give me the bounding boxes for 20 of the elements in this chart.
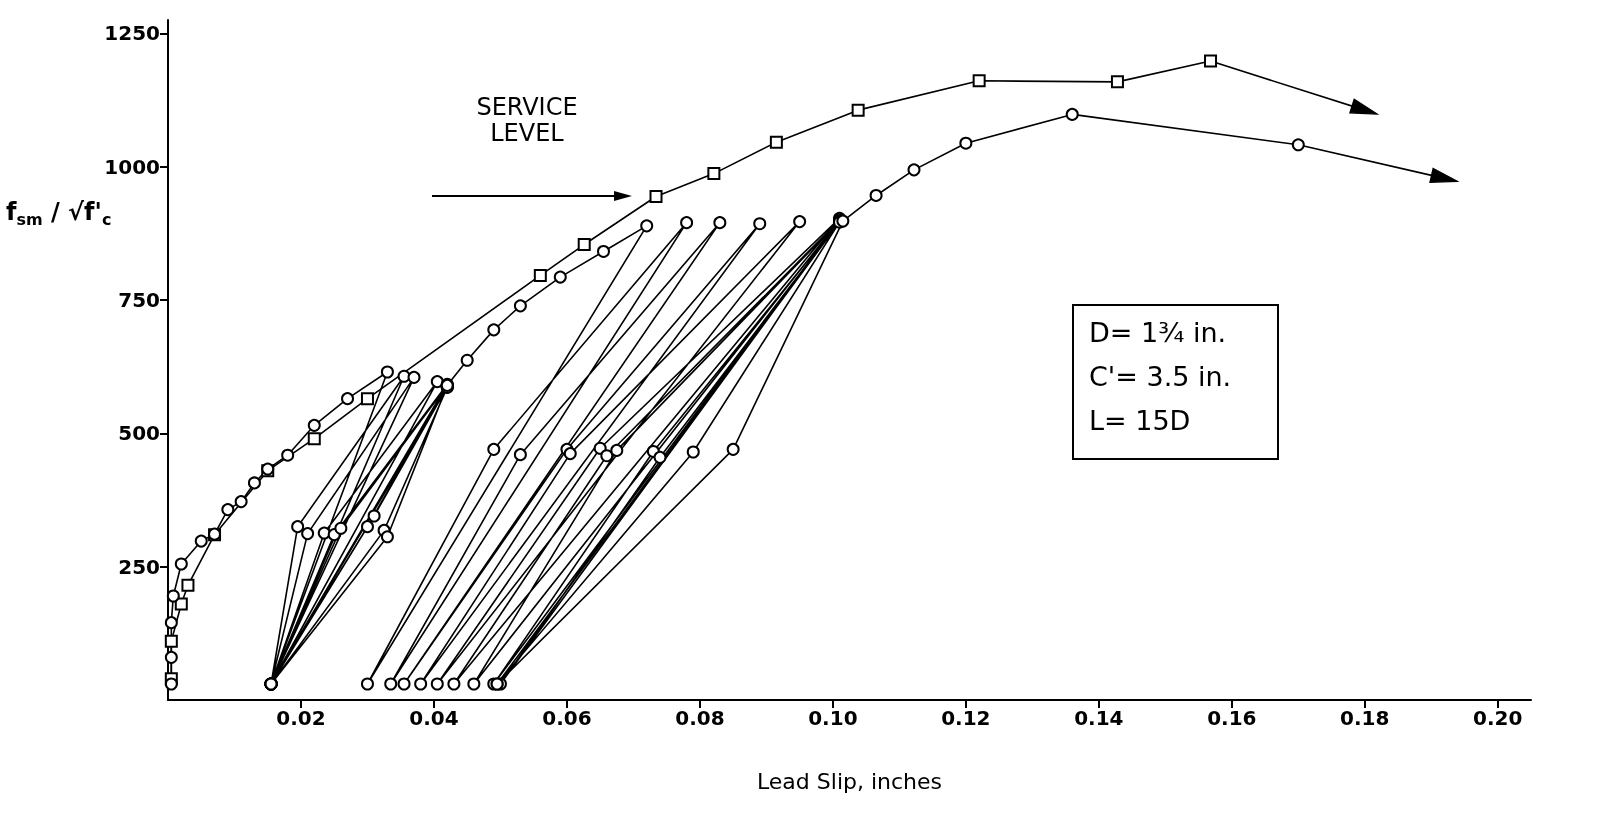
annotation: D= 1¾ in.	[1089, 317, 1227, 348]
y-tick-label: 500	[118, 421, 160, 446]
x-tick-label: 0.04	[409, 706, 459, 730]
y-tick-label: 750	[118, 288, 160, 312]
x-tick-label: 0.18	[1340, 706, 1390, 730]
x-tick-label: 0.02	[276, 706, 326, 730]
annotation: L= 15D	[1089, 405, 1191, 436]
y-tick-label: 1000	[104, 154, 160, 179]
annotation: SERVICE LEVEL	[476, 93, 578, 147]
x-tick-label: 0.06	[542, 706, 592, 730]
annotation: C'= 3.5 in.	[1089, 361, 1232, 392]
y-tick-label: 250	[118, 554, 160, 579]
x-tick-label: 0.14	[1074, 706, 1124, 730]
x-tick-label: 0.16	[1207, 706, 1257, 730]
x-tick-label: 0.10	[808, 706, 858, 730]
x-axis-title: Lead Slip, inches	[756, 768, 943, 794]
x-tick-label: 0.20	[1473, 706, 1523, 730]
x-tick-label: 0.08	[675, 706, 725, 730]
y-tick-label: 1250	[104, 21, 160, 46]
x-tick-label: 0.12	[941, 706, 991, 730]
